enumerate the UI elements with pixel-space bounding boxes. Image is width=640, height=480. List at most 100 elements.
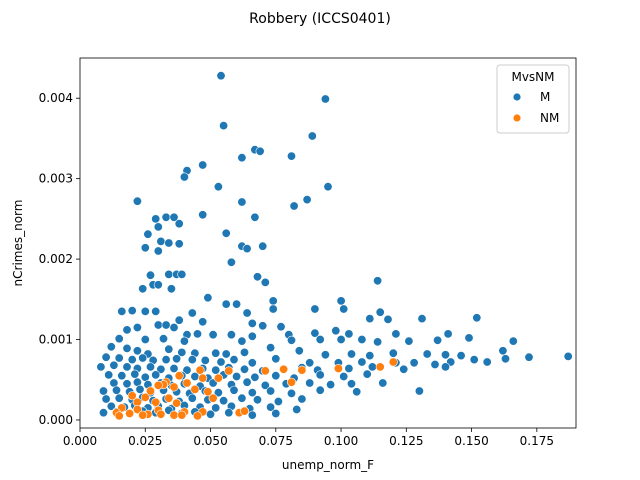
data-point-m <box>276 322 286 332</box>
data-point-m <box>240 347 250 357</box>
data-point-m <box>132 322 142 332</box>
data-point-nm <box>153 380 163 390</box>
data-point-m <box>307 131 317 141</box>
data-point-nm <box>169 382 179 392</box>
data-point-m <box>365 314 375 324</box>
data-point-m <box>211 403 221 413</box>
data-point-m <box>112 385 122 395</box>
data-point-m <box>409 358 419 368</box>
data-point-m <box>174 315 184 325</box>
data-point-m <box>132 346 142 356</box>
data-point-m <box>187 355 197 365</box>
data-point-m <box>286 335 296 345</box>
data-point-m <box>237 197 247 207</box>
data-point-m <box>104 370 114 380</box>
data-point-m <box>206 409 216 419</box>
data-point-m <box>146 270 156 280</box>
data-point-nm <box>333 363 343 373</box>
data-point-m <box>200 355 210 365</box>
data-point-m <box>140 334 150 344</box>
data-point-m <box>253 272 263 282</box>
data-point-m <box>164 344 174 354</box>
data-point-m <box>305 358 315 368</box>
data-point-m <box>271 408 281 418</box>
data-point-m <box>422 349 432 359</box>
legend: MvsNM M NM <box>496 64 570 134</box>
data-point-m <box>352 387 362 397</box>
data-point-m <box>224 408 234 418</box>
data-point-m <box>198 317 208 327</box>
data-point-m <box>161 212 171 222</box>
data-point-m <box>253 395 263 405</box>
data-point-m <box>268 304 278 314</box>
data-point-m <box>216 357 226 367</box>
legend-title: MvsNM <box>511 70 554 84</box>
data-point-m <box>315 334 325 344</box>
data-point-m <box>237 393 247 403</box>
data-point-nm <box>169 410 179 420</box>
data-point-nm <box>172 398 182 408</box>
data-point-m <box>383 314 393 324</box>
data-point-m <box>153 246 163 256</box>
x-axis-label: unemp_norm_F <box>282 458 374 472</box>
data-point-m <box>292 404 302 414</box>
data-point-m <box>433 335 443 345</box>
x-tick-label: 0.025 <box>128 434 162 448</box>
data-point-m <box>357 357 367 367</box>
data-point-nm <box>132 404 142 414</box>
data-point-m <box>232 371 242 381</box>
data-point-m <box>226 257 236 267</box>
data-point-m <box>323 182 333 192</box>
data-point-m <box>127 355 137 365</box>
data-point-nm <box>297 365 307 375</box>
data-point-m <box>247 388 257 398</box>
data-point-m <box>109 360 119 370</box>
plot-frame <box>79 57 577 429</box>
data-point-m <box>247 358 257 368</box>
data-point-nm <box>164 393 174 403</box>
data-point-m <box>213 182 223 192</box>
data-point-m <box>140 243 150 253</box>
data-point-m <box>336 334 346 344</box>
data-point-m <box>260 380 270 390</box>
data-point-nm <box>213 373 223 383</box>
data-point-m <box>122 325 132 335</box>
data-point-m <box>177 269 187 279</box>
data-point-m <box>117 371 127 381</box>
data-point-m <box>260 277 270 287</box>
data-point-m <box>362 369 372 379</box>
data-point-m <box>271 371 281 381</box>
data-point-m <box>286 151 296 161</box>
data-point-m <box>365 351 375 361</box>
chart-title: Robbery (ICCS0401) <box>249 11 391 27</box>
data-point-m <box>373 337 383 347</box>
data-point-m <box>114 334 124 344</box>
data-point-m <box>266 343 276 353</box>
data-point-m <box>440 350 450 360</box>
data-point-m <box>242 377 252 387</box>
data-point-m <box>271 354 281 364</box>
data-point-m <box>221 228 231 238</box>
data-point-m <box>169 363 179 373</box>
data-point-m <box>472 313 482 323</box>
data-point-m <box>443 329 453 339</box>
data-point-nm <box>260 366 270 376</box>
y-tick-label: 0.003 <box>39 172 73 186</box>
data-point-m <box>156 364 166 374</box>
data-point-m <box>247 318 257 328</box>
data-point-m <box>164 269 174 279</box>
data-point-m <box>99 408 109 418</box>
data-point-m <box>151 306 161 316</box>
data-point-m <box>174 239 184 249</box>
data-point-nm <box>151 397 161 407</box>
data-point-m <box>469 355 479 365</box>
data-point-m <box>399 364 409 374</box>
data-point-m <box>156 236 166 246</box>
data-point-m <box>151 370 161 380</box>
data-point-m <box>221 349 231 359</box>
data-point-m <box>226 330 236 340</box>
data-point-m <box>138 284 148 294</box>
data-point-m <box>373 276 383 286</box>
data-point-m <box>500 354 510 364</box>
data-point-m <box>331 326 341 336</box>
